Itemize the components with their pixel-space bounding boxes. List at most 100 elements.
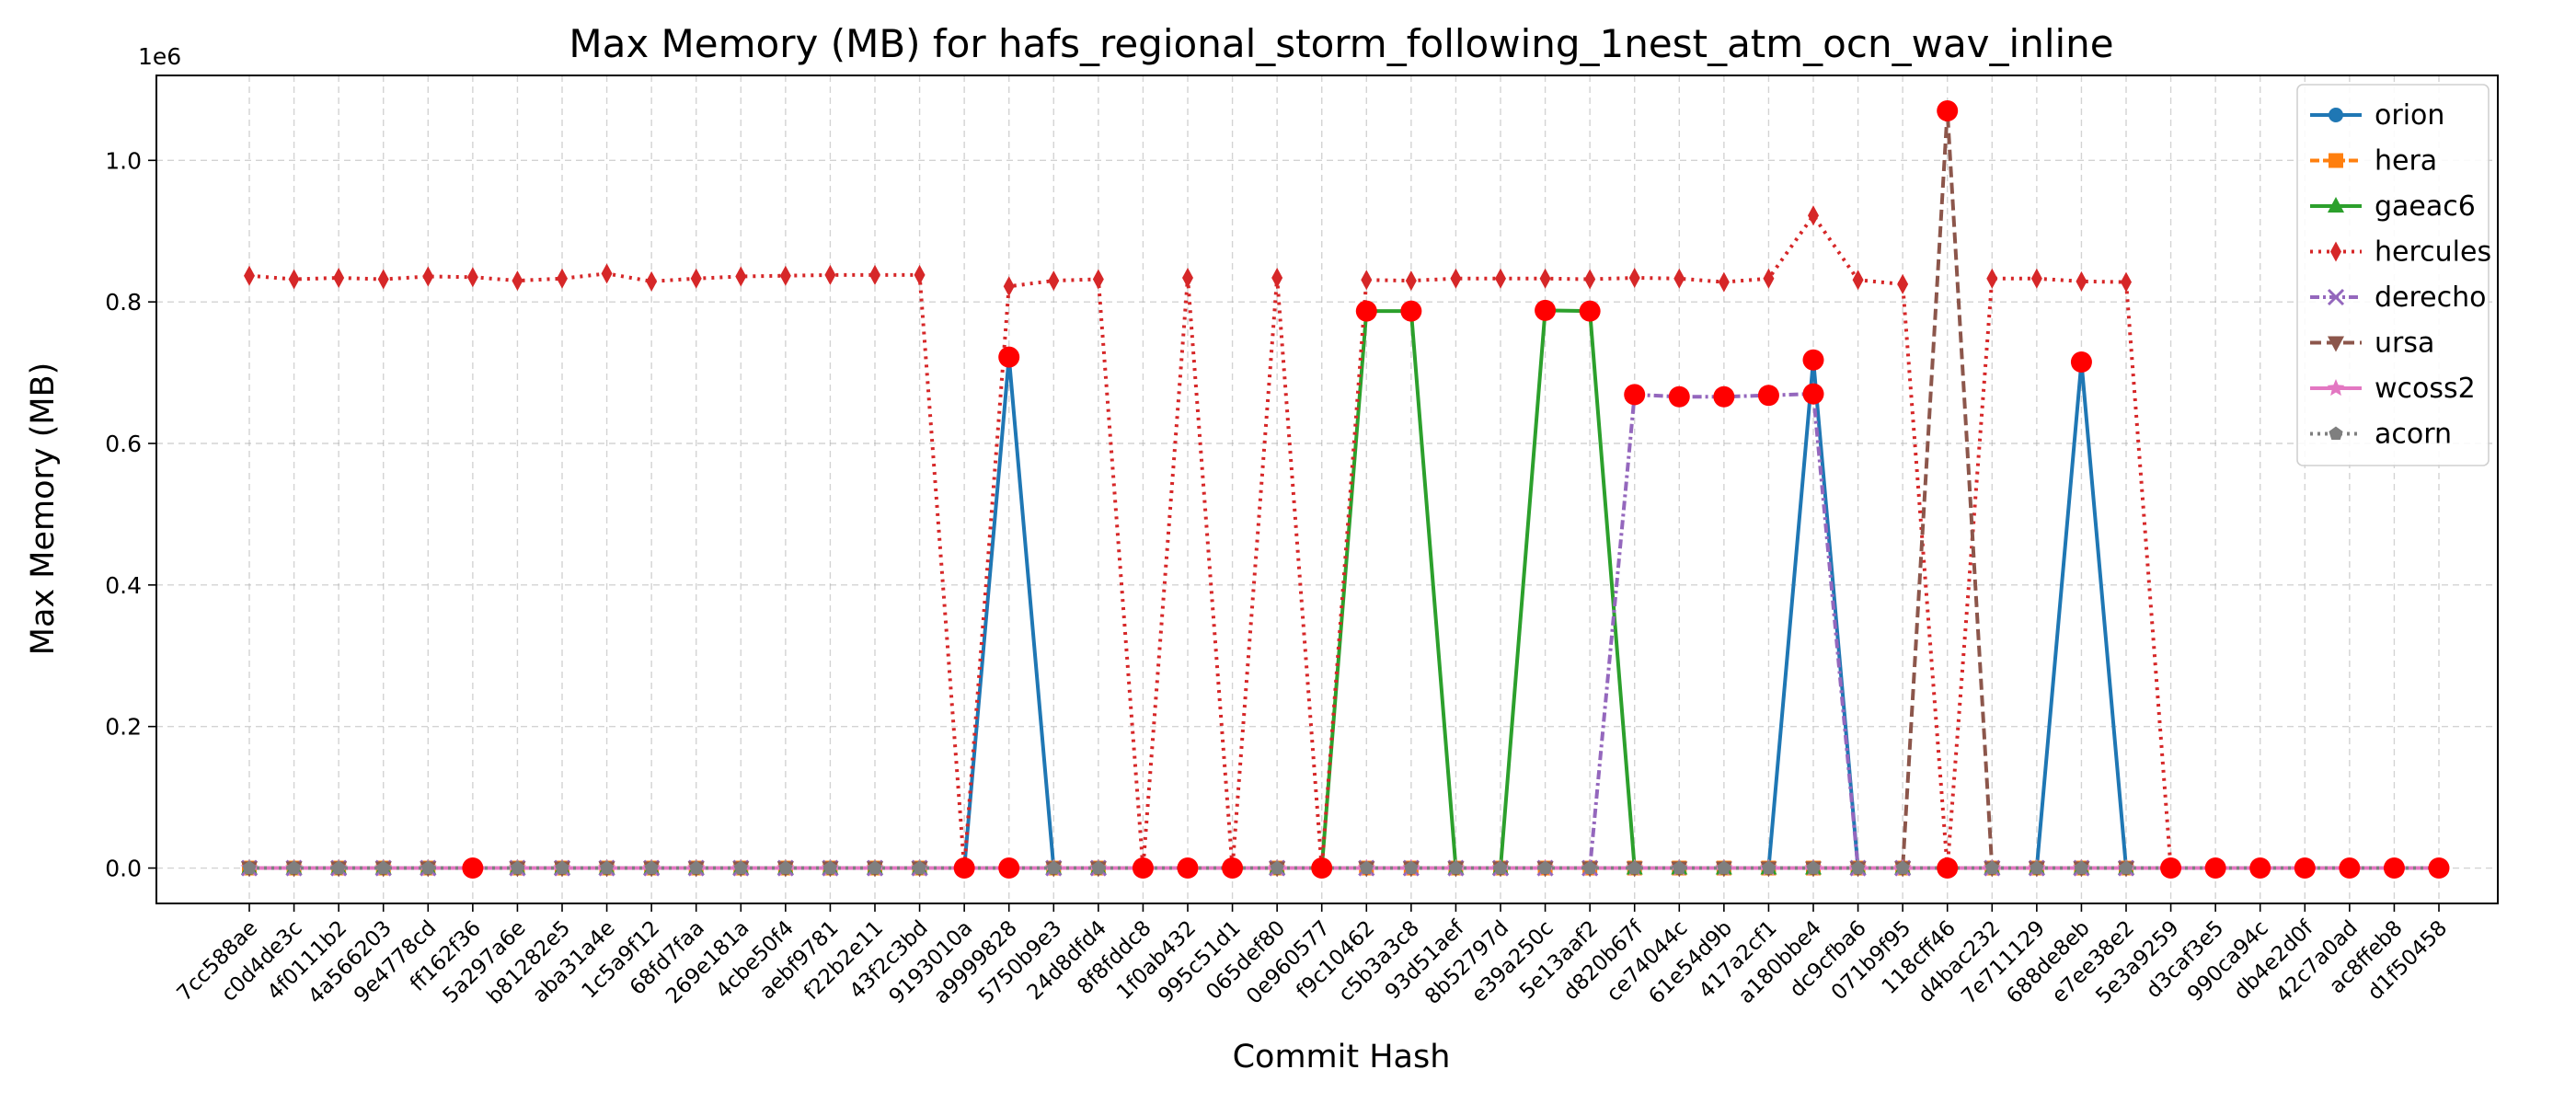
- highlight-marker: [1802, 383, 1824, 405]
- data-point-hercules: [2030, 268, 2042, 289]
- highlight-marker: [953, 857, 975, 880]
- data-point-hercules: [1584, 269, 1596, 290]
- data-point-hercules: [422, 266, 434, 287]
- highlight-marker: [1535, 299, 1557, 321]
- y-axis-scale-label: 1e6: [138, 43, 181, 70]
- data-point-acorn: [1091, 860, 1106, 875]
- highlight-marker: [1757, 385, 1779, 407]
- highlight-marker: [2339, 857, 2361, 880]
- legend-label-orion: orion: [2375, 99, 2444, 132]
- data-point-hercules: [1361, 270, 1373, 291]
- data-point-hercules: [512, 270, 523, 292]
- highlight-marker: [2070, 351, 2092, 374]
- grid: [156, 75, 2498, 903]
- data-point-acorn: [1984, 860, 1999, 875]
- data-point-hercules: [1763, 268, 1775, 289]
- y-tick-label: 0.0: [105, 856, 142, 882]
- highlight-marker: [1355, 300, 1377, 322]
- data-point-hercules: [1182, 268, 1193, 288]
- data-point-hercules: [333, 268, 345, 288]
- legend-box: [2296, 84, 2490, 466]
- legend-label-hera: hera: [2375, 145, 2437, 178]
- data-point-acorn: [1806, 860, 1821, 875]
- legend-marker-ursa: [2328, 336, 2344, 352]
- legend-marker-hercules: [2330, 241, 2341, 262]
- data-point-hercules: [1271, 268, 1283, 288]
- chart-title: Max Memory (MB) for hafs_regional_storm_…: [569, 21, 2113, 66]
- data-point-acorn: [1270, 860, 1284, 875]
- data-point-acorn: [1761, 860, 1777, 875]
- highlight-marker: [1400, 300, 1422, 322]
- x-axis-title: Commit Hash: [1233, 1039, 1451, 1075]
- highlight-marker: [1624, 384, 1646, 406]
- data-point-hercules: [1808, 205, 1819, 226]
- data-point-hercules: [244, 265, 255, 286]
- data-point-acorn: [555, 860, 569, 875]
- data-point-hercules: [1495, 268, 1506, 289]
- data-point-acorn: [1493, 860, 1508, 875]
- highlight-marker: [2204, 857, 2226, 880]
- data-point-acorn: [286, 860, 302, 875]
- data-point-acorn: [733, 860, 748, 875]
- data-point-acorn: [1046, 860, 1061, 875]
- data-point-acorn: [1537, 860, 1553, 875]
- data-point-acorn: [778, 860, 793, 875]
- data-point-acorn: [1359, 860, 1374, 875]
- data-point-hercules: [690, 268, 702, 289]
- data-point-hercules: [646, 270, 658, 292]
- highlight-marker: [1937, 857, 1959, 880]
- data-point-acorn: [420, 860, 435, 875]
- highlight-marker: [1937, 99, 1959, 121]
- legend: orion hera gaeac6 hercules derecho ursa wcoss2…: [2296, 84, 2491, 466]
- highlight-marker: [1222, 857, 1244, 880]
- highlight-marker: [1132, 857, 1154, 880]
- data-point-hercules: [1405, 270, 1417, 292]
- data-point-acorn: [1582, 860, 1597, 875]
- highlight-marker: [1177, 857, 1199, 880]
- legend-label-gaeac6: gaeac6: [2375, 190, 2476, 223]
- highlight-marker: [1802, 349, 1824, 371]
- data-point-hercules: [735, 266, 747, 287]
- data-point-hercules: [557, 268, 568, 289]
- y-tick-label: 0.8: [105, 289, 142, 316]
- data-point-hercules: [1986, 268, 1998, 289]
- data-point-acorn: [1850, 860, 1866, 875]
- data-point-acorn: [1717, 860, 1731, 875]
- legend-marker-hera: [2329, 153, 2343, 168]
- data-point-acorn: [510, 860, 525, 875]
- highlight-markers: [462, 99, 2450, 880]
- data-point-hercules: [2121, 271, 2132, 293]
- legend-label-wcoss2: wcoss2: [2375, 373, 2476, 405]
- data-point-acorn: [2030, 860, 2044, 875]
- data-point-hercules: [1048, 270, 1060, 292]
- legend-marker-derecho: [2327, 288, 2345, 306]
- highlight-marker: [2383, 857, 2405, 880]
- data-point-acorn: [1404, 860, 1419, 875]
- legend-marker-acorn: [2329, 426, 2343, 440]
- highlight-marker: [462, 857, 484, 880]
- legend-marker-wcoss2: [2327, 379, 2345, 397]
- data-point-hercules: [377, 269, 389, 290]
- highlight-marker: [998, 346, 1020, 368]
- data-point-acorn: [1895, 860, 1910, 875]
- data-point-hercules: [779, 265, 791, 286]
- data-point-acorn: [868, 860, 882, 875]
- highlight-marker: [2160, 857, 2182, 880]
- data-point-hercules: [914, 264, 926, 285]
- plot-frame: [155, 75, 2499, 904]
- data-point-hercules: [1092, 269, 1104, 290]
- legend-label-derecho: derecho: [2375, 282, 2487, 314]
- data-point-hercules: [1539, 268, 1551, 289]
- legend-marker-gaeac6: [2328, 197, 2344, 213]
- y-tick-label: 1.0: [105, 147, 142, 174]
- legend-label-ursa: ursa: [2375, 328, 2434, 360]
- data-point-acorn: [1672, 860, 1686, 875]
- highlight-marker: [2294, 857, 2316, 880]
- y-tick-label: 0.2: [105, 714, 142, 741]
- y-tick-label: 0.6: [105, 431, 142, 457]
- data-point-hercules: [2076, 270, 2087, 292]
- y-axis-title: Max Memory (MB): [25, 362, 62, 655]
- data-point-hercules: [601, 263, 613, 284]
- data-point-hercules: [466, 267, 478, 288]
